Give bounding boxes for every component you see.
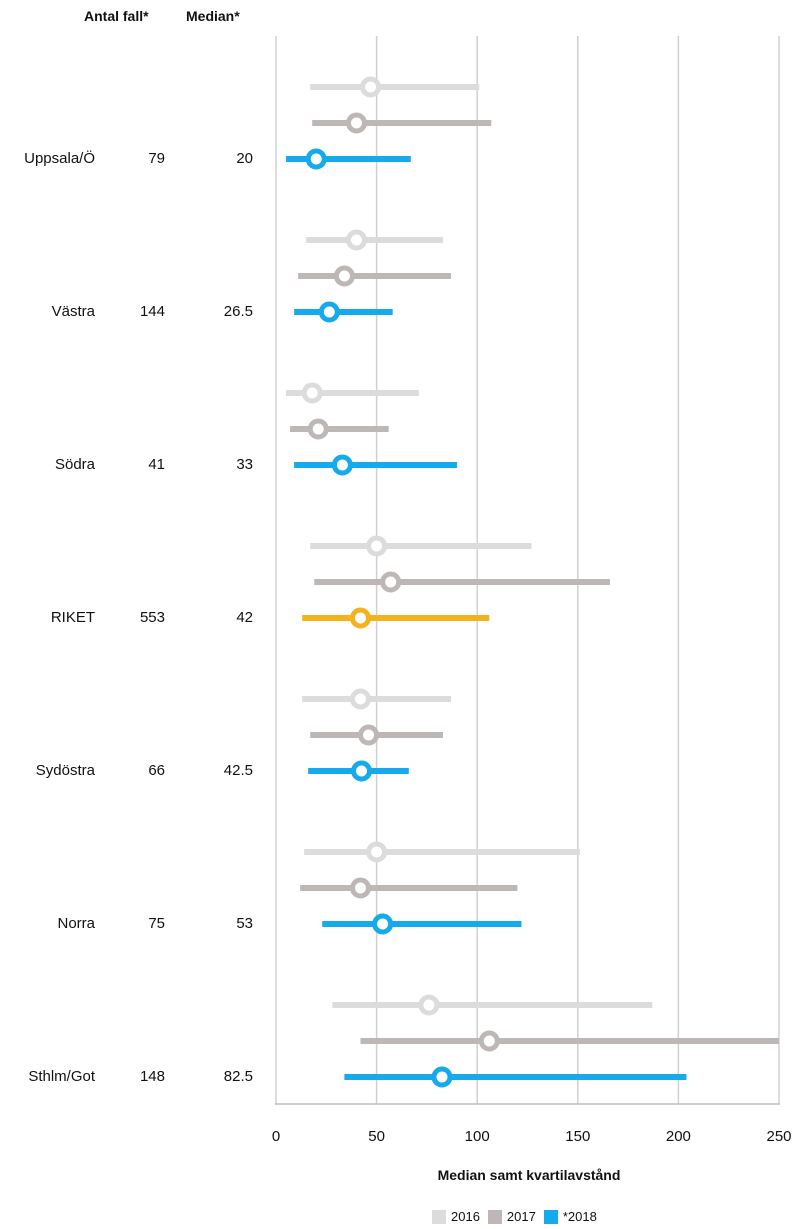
median-marker-2016 bbox=[366, 535, 388, 557]
median-value: 53 bbox=[236, 915, 253, 932]
x-axis-label: Median samt kvartilavstånd bbox=[437, 1167, 621, 1183]
legend-label: 2017 bbox=[506, 1209, 536, 1224]
median-value: 26.5 bbox=[223, 303, 253, 320]
region-label: Västra bbox=[51, 303, 95, 320]
count-value: 41 bbox=[148, 456, 165, 473]
median-marker-2016 bbox=[301, 382, 323, 404]
count-value: 79 bbox=[148, 150, 165, 167]
median-value: 82.5 bbox=[223, 1068, 253, 1085]
median-marker-2017 bbox=[380, 571, 402, 593]
median-marker-2016 bbox=[345, 229, 367, 251]
x-tick-label: 150 bbox=[565, 1128, 591, 1145]
median-marker-2018 bbox=[431, 1066, 453, 1088]
median-marker-2017 bbox=[350, 877, 372, 899]
region-label: Sydöstra bbox=[35, 762, 95, 779]
legend-item: *2018 bbox=[543, 1209, 597, 1224]
count-value: 66 bbox=[148, 762, 165, 779]
median-marker-2018 bbox=[351, 760, 373, 782]
median-value: 33 bbox=[236, 456, 253, 473]
region-label: Södra bbox=[54, 456, 95, 473]
median-marker-2017 bbox=[333, 265, 355, 287]
legend-item: 2016 bbox=[432, 1209, 480, 1224]
legend-swatch bbox=[543, 1209, 558, 1224]
median-value: 42.5 bbox=[223, 762, 253, 779]
median-marker-2017 bbox=[478, 1030, 500, 1052]
median-marker-2017 bbox=[345, 112, 367, 134]
count-column-header: Antal fall* bbox=[84, 8, 149, 24]
x-tick-label: 250 bbox=[766, 1128, 792, 1145]
legend-swatch bbox=[432, 1209, 446, 1224]
legend: 2016 2017 *2018 bbox=[432, 1209, 605, 1224]
count-value: 553 bbox=[139, 609, 165, 626]
legend-item: 2017 bbox=[487, 1209, 536, 1224]
region-label: RIKET bbox=[50, 609, 95, 626]
median-marker-2018 bbox=[305, 148, 327, 170]
median-marker-2016 bbox=[366, 841, 388, 863]
median-value: 42 bbox=[236, 609, 253, 626]
median-marker-2016 bbox=[350, 688, 372, 710]
median-marker-2016 bbox=[360, 76, 382, 98]
x-tick-label: 200 bbox=[665, 1128, 691, 1145]
legend-swatch bbox=[487, 1209, 502, 1224]
median-value: 20 bbox=[236, 150, 253, 167]
region-label: Uppsala/Ö bbox=[24, 150, 95, 167]
legend-label: *2018 bbox=[562, 1209, 597, 1224]
region-label: Sthlm/Got bbox=[28, 1068, 95, 1085]
median-marker-2018 bbox=[350, 607, 372, 629]
median-marker-2017 bbox=[358, 724, 380, 746]
median-marker-2018 bbox=[318, 301, 340, 323]
count-value: 144 bbox=[139, 303, 165, 320]
median-marker-2017 bbox=[307, 418, 329, 440]
x-tick-label: 0 bbox=[271, 1128, 281, 1145]
median-column-header: Median* bbox=[186, 8, 240, 24]
median-marker-2016 bbox=[418, 994, 440, 1016]
count-value: 148 bbox=[139, 1068, 165, 1085]
x-tick-label: 100 bbox=[464, 1128, 490, 1145]
median-marker-2018 bbox=[372, 913, 394, 935]
region-label: Norra bbox=[57, 915, 95, 932]
legend-label: 2016 bbox=[451, 1209, 480, 1224]
median-marker-2018 bbox=[331, 454, 353, 476]
x-tick-label: 50 bbox=[368, 1128, 385, 1145]
count-value: 75 bbox=[148, 915, 165, 932]
